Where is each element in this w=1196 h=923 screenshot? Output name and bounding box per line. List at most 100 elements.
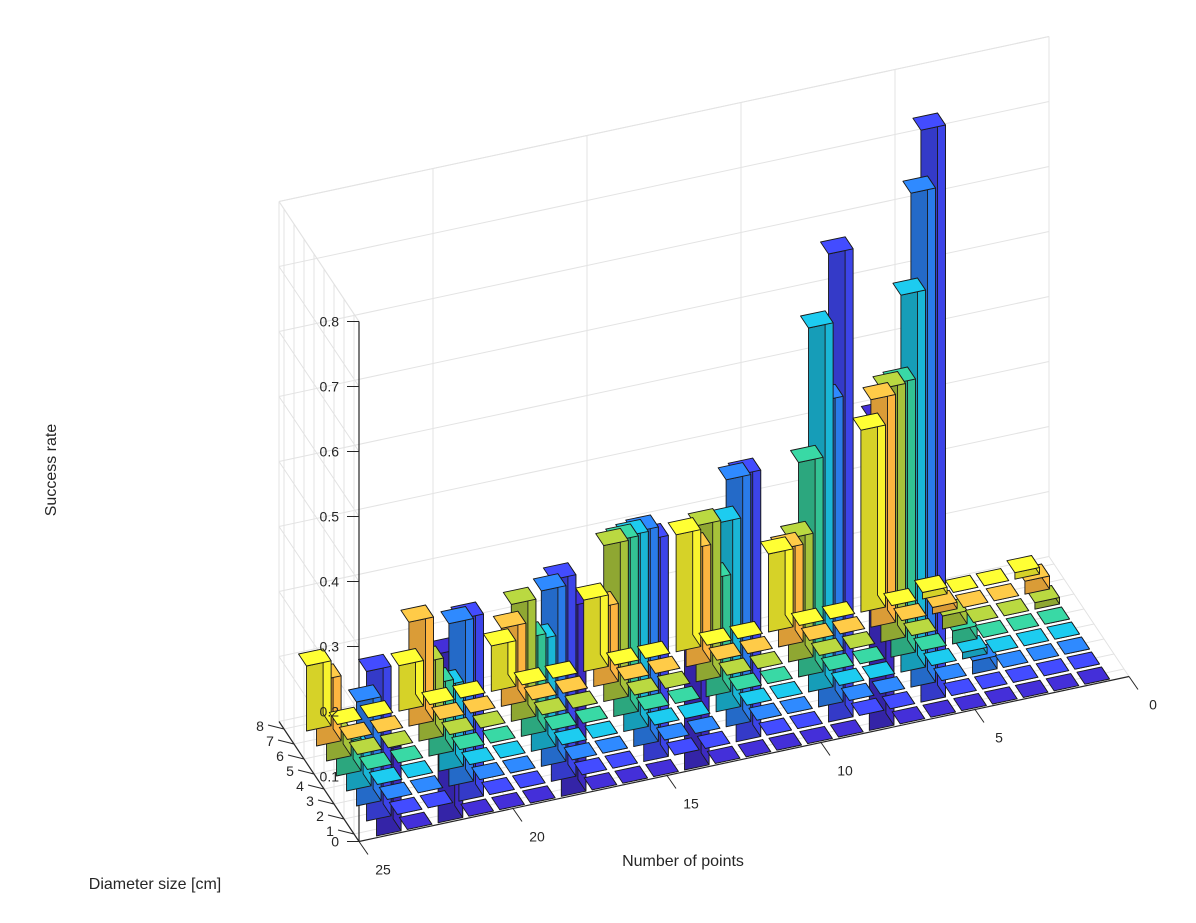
bar-face-top <box>472 710 506 729</box>
y-tick-label: 6 <box>276 748 284 764</box>
bar-face-top <box>994 649 1029 668</box>
bar <box>502 755 536 774</box>
bar-face-top <box>851 646 886 665</box>
z-tick-label: 0.3 <box>320 639 340 655</box>
bar <box>831 616 866 635</box>
bar <box>575 582 609 673</box>
bar-face-top <box>831 616 866 635</box>
y-tick-label: 1 <box>326 823 334 839</box>
bar <box>616 662 650 681</box>
x-tick-label: 20 <box>529 829 545 845</box>
bar <box>482 628 517 692</box>
y-tick <box>287 754 305 760</box>
bar-face-top <box>513 667 548 686</box>
bar <box>995 598 1030 617</box>
bar-face-top <box>400 604 434 623</box>
bar-face-top <box>758 717 792 736</box>
bar <box>1066 651 1100 670</box>
bar <box>481 776 515 796</box>
bar-face-top <box>378 781 413 800</box>
bar-face-top <box>358 653 392 672</box>
bar <box>769 680 803 700</box>
bar <box>891 706 926 725</box>
bar <box>779 695 813 715</box>
bar <box>1025 643 1060 662</box>
z-axis-label: Success rate <box>43 424 60 517</box>
bar <box>636 692 670 711</box>
bar-face-top <box>779 695 813 715</box>
bar-face-top <box>1004 664 1039 683</box>
x-tick-label: 5 <box>995 730 1003 746</box>
bar-face-top <box>532 573 567 592</box>
bar <box>574 705 608 724</box>
bar <box>563 742 598 761</box>
bar <box>1045 673 1080 692</box>
bar <box>748 702 782 721</box>
bar-face-top <box>482 725 516 744</box>
bar-face-top <box>749 650 783 670</box>
bar <box>298 648 332 732</box>
bar-face-top <box>1066 651 1100 670</box>
bar <box>708 642 742 661</box>
bar <box>994 649 1029 668</box>
bar <box>933 662 967 682</box>
bar-face-top <box>298 648 332 667</box>
bar-face-top <box>656 670 691 689</box>
bar-face-top <box>708 642 742 661</box>
bar-face-top <box>656 722 690 741</box>
bar <box>573 757 608 776</box>
bar-face-top <box>523 682 558 701</box>
y-tick <box>327 814 345 820</box>
grid-line <box>278 396 360 517</box>
bar-face-top <box>840 682 875 701</box>
y-tick-label: 5 <box>286 763 294 779</box>
bar-face-top <box>471 761 505 781</box>
bar-face-top <box>760 536 794 555</box>
bar <box>369 715 404 734</box>
bar <box>471 761 505 781</box>
z-tick-label: 0.5 <box>320 509 340 525</box>
y-tick <box>317 799 335 805</box>
labels-layer: Success rate Number of points Diameter s… <box>43 314 1157 894</box>
bar-face-top <box>606 647 640 666</box>
bar-face-top <box>666 737 700 756</box>
bar-face-top <box>830 667 865 686</box>
bar-face-top <box>737 739 772 758</box>
bar <box>389 745 424 764</box>
bar <box>881 691 916 710</box>
bar <box>645 758 679 778</box>
bar-face-top <box>841 631 876 650</box>
bar-face-top <box>359 700 394 719</box>
bar <box>759 665 793 685</box>
bar <box>789 710 823 730</box>
z-tick-label: 0.2 <box>320 704 340 720</box>
bar <box>698 627 732 646</box>
bar-face-top <box>1014 679 1049 698</box>
bar <box>584 720 618 739</box>
x-tick <box>666 775 677 789</box>
bar <box>758 717 792 736</box>
bar <box>583 772 618 791</box>
bar <box>737 739 772 758</box>
bar-face-top <box>944 574 979 593</box>
bar-face-top <box>573 757 608 776</box>
bar-face-top <box>451 731 485 751</box>
bar-face-top <box>583 772 618 791</box>
bar <box>462 695 496 714</box>
bar-face-top <box>933 662 967 682</box>
bar <box>984 634 1019 653</box>
bar <box>861 661 896 680</box>
bar-face-top <box>512 770 546 789</box>
bar <box>338 721 373 740</box>
bar <box>922 699 956 718</box>
bar-face-top <box>922 699 956 718</box>
bar-face-top <box>667 517 702 536</box>
box-edge <box>278 36 1050 202</box>
bar-face-top <box>440 606 474 625</box>
bar <box>984 686 1018 705</box>
bar <box>513 667 548 686</box>
bar-face-top <box>861 661 896 680</box>
bar <box>943 677 977 697</box>
bar <box>553 727 588 746</box>
